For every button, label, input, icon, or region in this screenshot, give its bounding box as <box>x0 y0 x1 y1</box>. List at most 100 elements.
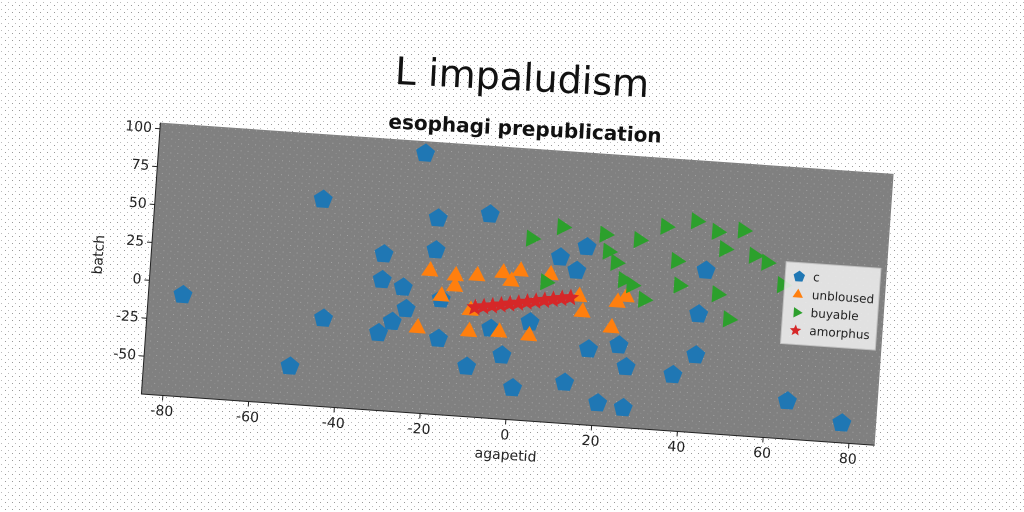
legend-marker <box>792 288 803 298</box>
point <box>633 230 650 249</box>
y-tick-label: 0 <box>132 271 142 288</box>
point <box>492 345 512 364</box>
point <box>280 356 300 375</box>
point <box>555 372 575 391</box>
point <box>461 300 479 316</box>
point <box>556 217 573 236</box>
point <box>525 229 542 247</box>
point <box>579 339 599 358</box>
point <box>494 263 512 279</box>
y-tick-label: -50 <box>113 346 137 364</box>
point <box>511 261 529 277</box>
point <box>637 290 654 308</box>
point <box>518 293 536 310</box>
y-axis <box>140 122 161 395</box>
point <box>553 289 571 307</box>
point <box>610 253 626 271</box>
point <box>748 246 765 264</box>
point <box>432 286 450 302</box>
point <box>599 225 615 243</box>
point <box>626 276 642 294</box>
x-tick-label: -40 <box>321 415 345 433</box>
point <box>670 251 687 270</box>
point <box>696 260 716 279</box>
point <box>711 285 728 303</box>
y-tick-label: 50 <box>128 195 147 212</box>
x-axis <box>141 393 875 446</box>
point <box>690 212 707 230</box>
point <box>761 253 777 271</box>
legend-box <box>779 261 882 351</box>
point <box>313 189 333 209</box>
legend-marker <box>793 270 806 282</box>
x-tick-label: 0 <box>500 427 510 444</box>
point <box>544 290 562 308</box>
x-tick-label: -80 <box>150 403 174 421</box>
point <box>426 240 446 259</box>
legend-label: c <box>813 270 821 284</box>
x-tick-label: 60 <box>753 445 772 462</box>
point <box>382 311 402 331</box>
point <box>396 298 416 318</box>
point <box>428 208 448 227</box>
legend-label: amorphus <box>809 324 870 342</box>
point <box>617 270 634 289</box>
point <box>393 277 413 296</box>
point <box>722 310 739 328</box>
legend-marker <box>789 324 802 336</box>
point <box>562 288 580 306</box>
point <box>832 413 852 432</box>
point <box>421 261 439 277</box>
point <box>573 302 591 318</box>
point <box>502 271 520 287</box>
point <box>314 308 334 327</box>
point <box>551 247 571 266</box>
x-tick-label: 20 <box>581 433 600 450</box>
x-tick-label: 80 <box>838 451 857 468</box>
point <box>519 325 538 342</box>
point <box>416 143 436 162</box>
legend-label: unbloused <box>811 288 874 306</box>
point <box>503 377 523 397</box>
point <box>689 304 709 323</box>
x-tick-label: 40 <box>667 439 686 456</box>
legend-label: buyable <box>810 306 859 323</box>
point <box>372 269 392 289</box>
y-axis-label: batch <box>90 234 109 275</box>
point <box>501 295 519 312</box>
point <box>567 260 587 280</box>
y-tick-label: 25 <box>126 233 145 250</box>
point <box>609 335 629 354</box>
point <box>686 345 706 364</box>
point <box>483 296 502 314</box>
point <box>480 204 500 223</box>
point <box>540 273 556 291</box>
point <box>446 265 464 282</box>
point <box>536 291 554 308</box>
point <box>492 295 510 313</box>
point <box>673 276 689 294</box>
point <box>617 286 635 303</box>
point <box>527 292 545 309</box>
point <box>719 239 735 258</box>
point <box>468 265 486 282</box>
point <box>613 397 633 417</box>
y-tick-label: -25 <box>115 308 139 326</box>
point <box>466 298 484 316</box>
point <box>608 292 626 308</box>
point <box>173 284 193 304</box>
point <box>459 321 478 338</box>
plot-group: -80 -60 -40 -20 0 20 40 60 80 -50 -25 0 25 50 75 100 aga… <box>90 118 894 468</box>
y-tick-label: 75 <box>131 157 150 174</box>
point <box>711 222 728 240</box>
point <box>602 317 620 334</box>
point <box>616 356 636 376</box>
point <box>429 328 448 348</box>
point <box>509 294 528 311</box>
x-tick-label: -20 <box>407 421 431 439</box>
point <box>475 297 493 315</box>
point <box>663 364 683 384</box>
point <box>457 356 477 375</box>
point <box>737 221 754 239</box>
